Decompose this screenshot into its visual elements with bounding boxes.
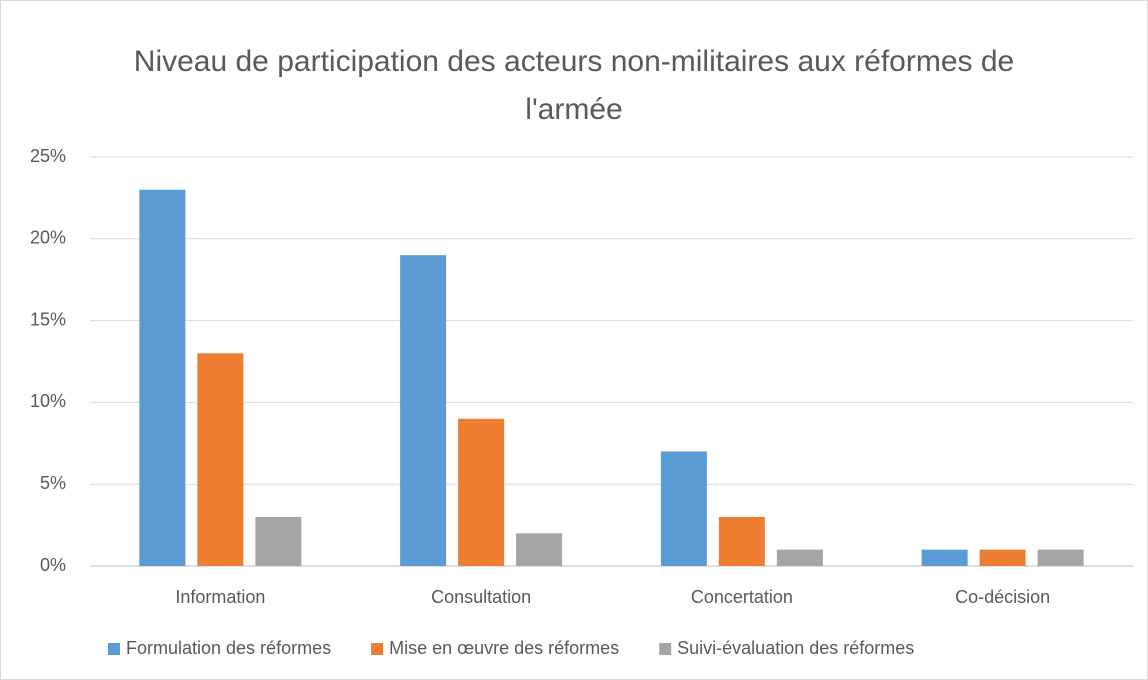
- bar: [197, 353, 244, 566]
- legend-swatch: [108, 643, 120, 655]
- y-tick-label: 10%: [30, 391, 66, 411]
- chart-title: Niveau de participation des acteurs non-…: [133, 45, 1015, 126]
- bar: [255, 516, 302, 566]
- y-tick-label: 20%: [30, 228, 66, 248]
- bar: [921, 549, 968, 566]
- bar: [776, 549, 823, 566]
- bar: [979, 549, 1026, 566]
- x-tick-label: Co-décision: [955, 587, 1050, 607]
- bar: [139, 189, 186, 566]
- legend-label: Mise en œuvre des réformes: [389, 638, 619, 658]
- bar: [400, 255, 447, 566]
- x-tick-label: Information: [175, 587, 265, 607]
- x-tick-label: Consultation: [431, 587, 531, 607]
- legend-swatch: [371, 643, 384, 655]
- y-tick-label: 0%: [40, 555, 66, 575]
- x-tick-label: Concertation: [691, 587, 793, 607]
- bar: [516, 533, 563, 566]
- legend-swatch: [659, 643, 672, 655]
- bar: [1037, 549, 1084, 566]
- legend-label: Formulation des réformes: [126, 638, 331, 658]
- legend-label: Suivi-évaluation des réformes: [677, 638, 914, 658]
- bar: [718, 516, 765, 566]
- y-tick-label: 5%: [40, 473, 66, 493]
- y-tick-label: 25%: [30, 146, 66, 166]
- bar: [458, 418, 505, 566]
- y-tick-label: 15%: [30, 309, 66, 329]
- bar: [660, 451, 707, 566]
